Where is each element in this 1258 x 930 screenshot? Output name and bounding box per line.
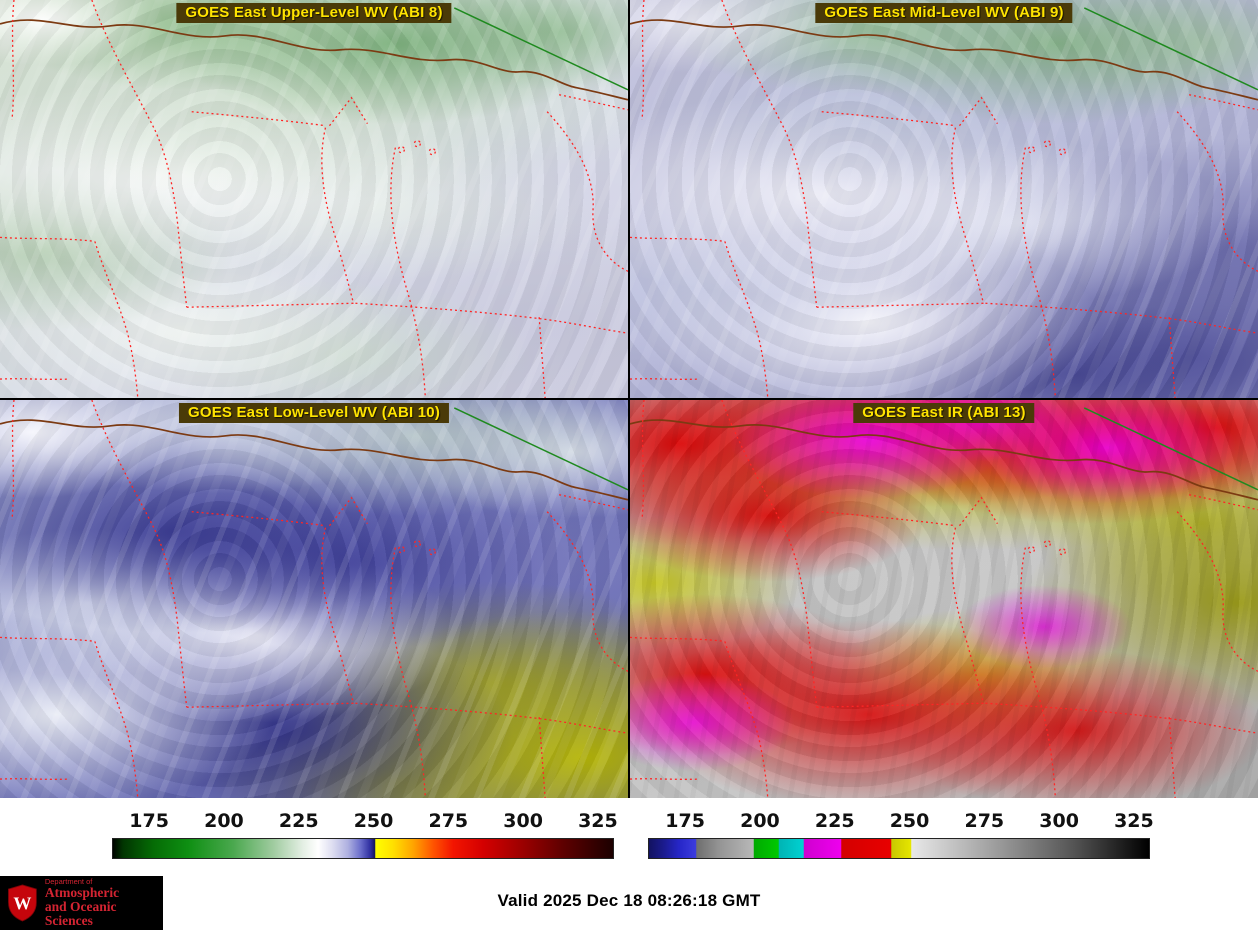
satellite-image-abi8 bbox=[0, 0, 628, 398]
colorbar-tick: 225 bbox=[278, 810, 319, 832]
ir-colorbar-block: 175 200 225 250 275 300 325 bbox=[648, 810, 1154, 876]
ir-colorbar-ticks: 175 200 225 250 275 300 325 bbox=[648, 810, 1153, 836]
satellite-quad-grid: GOES East Upper-Level WV (ABI 8) GOES Ea… bbox=[0, 0, 1258, 798]
footer: W Department of Atmospheric and Oceanic … bbox=[0, 876, 1258, 930]
satellite-image-abi9 bbox=[630, 0, 1258, 398]
colorbar-tick: 200 bbox=[204, 810, 244, 832]
logo-text: Department of Atmospheric and Oceanic Sc… bbox=[44, 876, 157, 929]
map-borders-overlay bbox=[0, 400, 628, 798]
colorbar-tick: 200 bbox=[740, 810, 780, 832]
valid-time-label: Valid 2025 Dec 18 08:26:18 GMT bbox=[497, 891, 761, 910]
colorbar-tick: 275 bbox=[964, 810, 1005, 832]
colorbar-tick: 175 bbox=[129, 810, 169, 832]
map-borders-overlay bbox=[0, 0, 628, 398]
wv-colorbar-block: 175 200 225 250 275 300 325 bbox=[112, 810, 618, 876]
colorbar-tick: 250 bbox=[353, 810, 394, 832]
uw-crest-icon: W bbox=[8, 884, 37, 922]
colorbar-tick: 250 bbox=[889, 810, 930, 832]
colorbar-tick: 300 bbox=[1039, 810, 1079, 832]
satellite-image-abi13 bbox=[630, 400, 1258, 798]
ir-colorbar bbox=[648, 838, 1150, 859]
colorbar-tick: 325 bbox=[578, 810, 618, 832]
panel-title-abi9: GOES East Mid-Level WV (ABI 9) bbox=[815, 3, 1073, 23]
logo-dept-line: Department of bbox=[44, 876, 93, 886]
satellite-panel-abi9: GOES East Mid-Level WV (ABI 9) bbox=[630, 0, 1258, 398]
panel-title-abi8: GOES East Upper-Level WV (ABI 8) bbox=[176, 3, 452, 23]
logo-name-line1: Atmospheric bbox=[44, 884, 120, 900]
satellite-panel-abi8: GOES East Upper-Level WV (ABI 8) bbox=[0, 0, 628, 398]
crest-letter: W bbox=[13, 894, 31, 914]
wv-colorbar-ticks: 175 200 225 250 275 300 325 bbox=[112, 810, 617, 836]
panel-title-abi10: GOES East Low-Level WV (ABI 10) bbox=[178, 403, 450, 423]
aos-logo: W Department of Atmospheric and Oceanic … bbox=[0, 876, 163, 930]
map-borders-overlay bbox=[630, 400, 1258, 798]
wv-colorbar bbox=[112, 838, 614, 859]
colorbar-tick: 175 bbox=[665, 810, 705, 832]
logo-name-line2: and Oceanic Sciences bbox=[44, 898, 117, 929]
satellite-image-abi10 bbox=[0, 400, 628, 798]
panel-title-abi13: GOES East IR (ABI 13) bbox=[853, 403, 1035, 423]
colorbar-tick: 225 bbox=[814, 810, 855, 832]
satellite-panel-abi10: GOES East Low-Level WV (ABI 10) bbox=[0, 400, 628, 798]
map-borders-overlay bbox=[630, 0, 1258, 398]
colorbar-tick: 325 bbox=[1114, 810, 1154, 832]
colorbar-strip: 175 200 225 250 275 300 325 175 200 225 … bbox=[0, 798, 1258, 876]
colorbar-tick: 275 bbox=[428, 810, 469, 832]
colorbar-tick: 300 bbox=[503, 810, 543, 832]
satellite-panel-abi13: GOES East IR (ABI 13) bbox=[630, 400, 1258, 798]
